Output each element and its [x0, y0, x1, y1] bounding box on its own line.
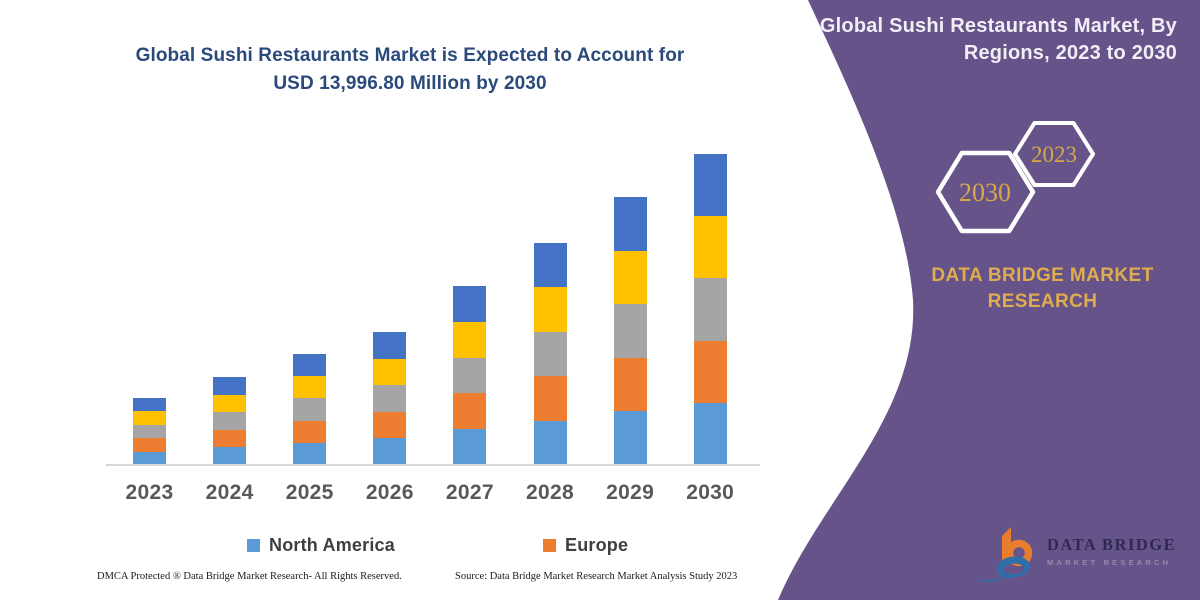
bar-segment-2027-s0: [453, 429, 487, 465]
bar-segment-2027-s3: [453, 321, 487, 358]
bar-segment-2023-s3: [133, 411, 166, 425]
bar-segment-2023-s1: [133, 438, 166, 452]
bar-segment-2023-s0: [133, 451, 166, 465]
bar-segment-2027-s4: [453, 286, 487, 322]
logo-d-swoosh: [997, 556, 1030, 578]
bar-segment-2028-s4: [533, 243, 567, 288]
dbmr-wordmark-subtext: MARKET RESEARCH: [1047, 558, 1172, 567]
dbmr-logo: DATA BRIDGE MARKET RESEARCH: [975, 515, 1185, 590]
bar-segment-2024-s2: [213, 412, 247, 430]
bar-segment-2028-s2: [533, 331, 567, 377]
bar-segment-2029-s4: [613, 197, 647, 251]
bar-segment-2030-s1: [693, 340, 727, 403]
panel-title: Global Sushi Restaurants Market, By Regi…: [807, 13, 1177, 67]
bar-segment-2027-s2: [453, 357, 487, 394]
panel-title-line2: Regions, 2023 to 2030: [963, 42, 1177, 64]
x-axis-line: [106, 464, 760, 466]
x-axis-label-2030: 2030: [686, 481, 735, 504]
bar-segment-2029-s3: [613, 250, 647, 305]
bar-segment-2029-s2: [613, 304, 647, 358]
bar-segment-2025-s0: [293, 442, 327, 465]
logo-swoosh-tail: [977, 576, 1007, 582]
bar-segment-2030-s0: [693, 402, 727, 465]
bar-segment-2025-s1: [293, 420, 327, 443]
chart-title-line2: USD 13,996.80 Million by 2030: [273, 73, 547, 94]
bar-segment-2029-s1: [613, 357, 647, 412]
bar-segment-2026-s0: [373, 438, 407, 465]
bar-segment-2024-s0: [213, 447, 247, 465]
bar-segment-2024-s3: [213, 394, 247, 413]
legend-item-north-america: North America: [247, 535, 395, 556]
brand-text: DATA BRIDGE MARKET RESEARCH: [900, 263, 1185, 315]
legend-label-europe: Europe: [565, 535, 629, 555]
bar-segment-2029-s0: [613, 411, 647, 465]
x-axis-label-2024: 2024: [205, 481, 254, 504]
chart-title-line1: Global Sushi Restaurants Market is Expec…: [135, 45, 685, 66]
bar-segment-2025-s3: [293, 376, 327, 399]
footer-copyright: DMCA Protected ® Data Bridge Market Rese…: [97, 571, 402, 582]
legend-label-north-america: North America: [269, 535, 395, 555]
x-axis-label-2026: 2026: [365, 481, 414, 504]
bar-segment-2026-s3: [373, 358, 407, 386]
bar-segment-2023-s4: [133, 398, 166, 412]
brand-text-line2: RESEARCH: [987, 291, 1098, 312]
x-axis-label-2028: 2028: [526, 481, 574, 504]
bar-segment-2025-s2: [293, 398, 327, 421]
bar-segment-2026-s4: [373, 332, 407, 359]
hexagon-2023-outline: [1013, 121, 1095, 187]
chart-title: Global Sushi Restaurants Market is Expec…: [60, 42, 760, 98]
dbmr-logo-words: DATA BRIDGE MARKET RESEARCH: [1047, 535, 1185, 567]
panel-title-line1: Global Sushi Restaurants Market, By: [819, 15, 1177, 37]
purple-panel-shape: [778, 0, 1200, 600]
bar-chart-plot-area: 2023 2024 2025 2026 2027 2028 2029 2030: [125, 153, 735, 504]
bar-segment-2024-s4: [213, 377, 247, 395]
x-axis-label-2025: 2025: [285, 481, 334, 504]
bar-segment-2026-s1: [373, 411, 407, 439]
x-axis-label-2029: 2029: [606, 481, 655, 504]
dbmr-wordmark: DATA BRIDGE: [1047, 535, 1177, 554]
dbmr-logo-mark: [977, 527, 1033, 582]
footer-source: Source: Data Bridge Market Research Mark…: [455, 571, 738, 582]
legend-item-europe: Europe: [543, 535, 628, 556]
bar-segment-2027-s1: [453, 393, 487, 430]
hexagon-2030-outline: [935, 150, 1036, 234]
bar-segment-2030-s3: [693, 216, 727, 279]
legend-swatch-north-america: [247, 539, 260, 552]
bar-segment-2026-s2: [373, 385, 407, 412]
bar-segment-2028-s3: [533, 287, 567, 332]
bar-segment-2024-s1: [213, 429, 247, 448]
x-axis-label-2023: 2023: [125, 481, 174, 504]
bar-segment-2028-s0: [533, 420, 567, 465]
hexagon-2030-label: 2030: [959, 178, 1011, 207]
hexagon-2023-label: 2023: [1031, 142, 1077, 167]
bar-segment-2028-s1: [533, 376, 567, 421]
x-axis-label-2027: 2027: [445, 481, 494, 504]
bar-segment-2023-s2: [133, 424, 166, 439]
bar-segment-2030-s4: [693, 153, 727, 217]
bar-segment-2030-s2: [693, 278, 727, 341]
legend-swatch-europe: [543, 539, 556, 552]
bar-segment-2025-s4: [293, 354, 327, 377]
brand-text-line1: DATA BRIDGE MARKET: [931, 265, 1154, 286]
